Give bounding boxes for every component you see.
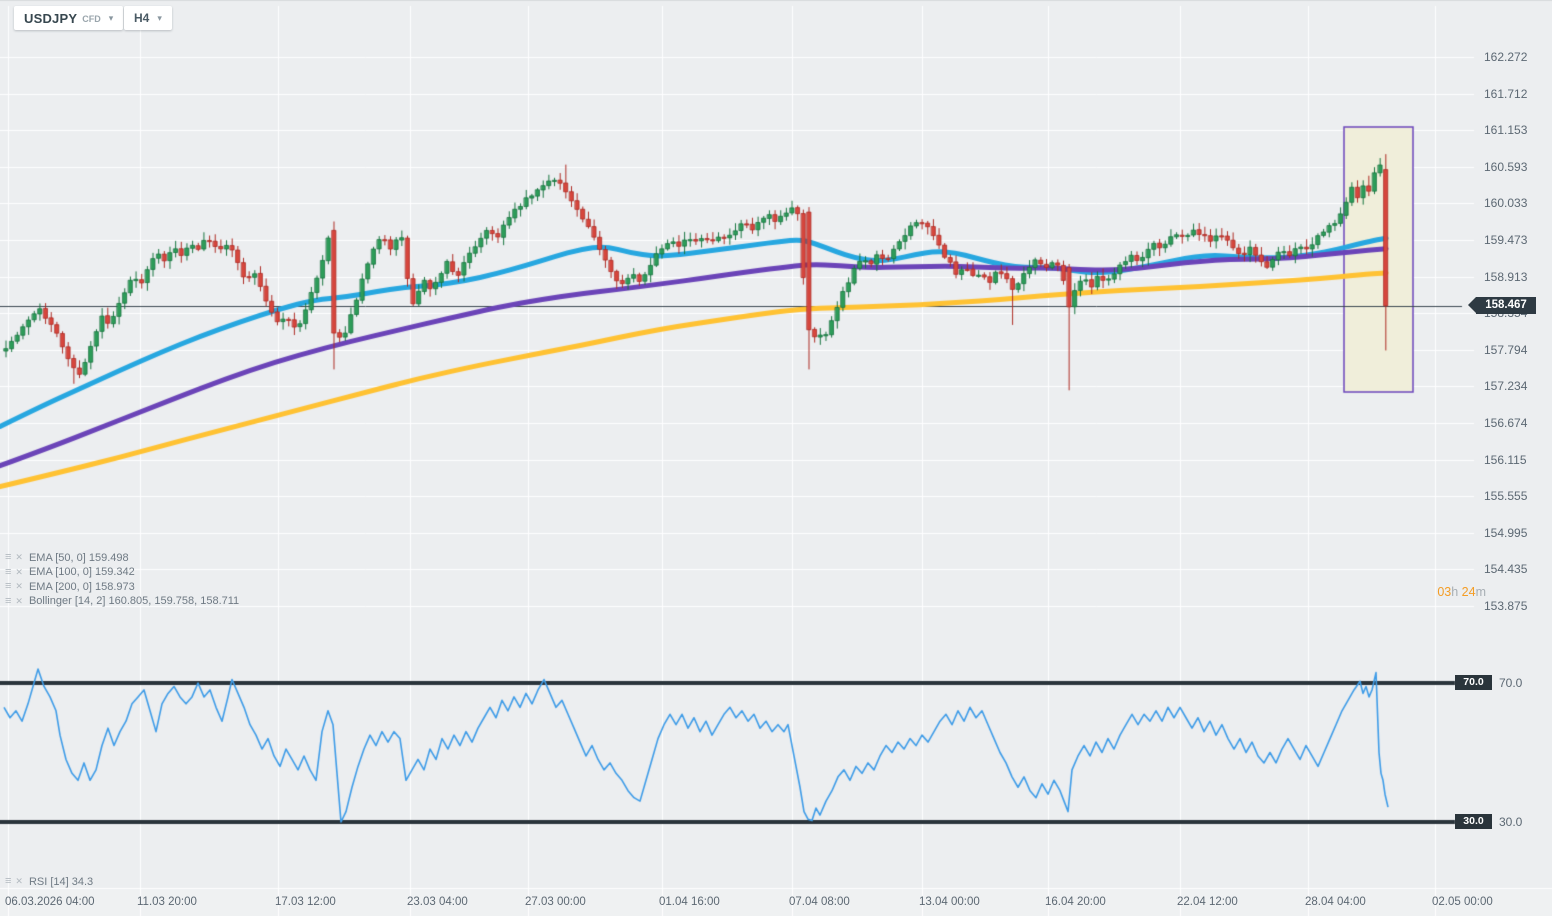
time-axis-label: 17.03 12:00 (275, 896, 336, 908)
time-axis-label: 23.03 04:00 (407, 896, 468, 908)
rsi-upper-axis-label: 70.0 (1499, 676, 1523, 690)
indicator-settings-icon[interactable]: ≡ (5, 551, 12, 563)
price-axis-label: 156.115 (1484, 452, 1527, 467)
indicator-remove-icon[interactable]: ✕ (15, 552, 23, 562)
price-axis-label: 154.995 (1484, 525, 1528, 540)
rsi-lower-axis-label: 30.0 (1499, 815, 1523, 829)
chevron-down-icon: ▾ (157, 12, 162, 23)
time-axis-label: 07.04 08:00 (789, 896, 850, 908)
chevron-down-icon: ▾ (108, 12, 114, 23)
indicator-legend-label: EMA [100, 0] 159.342 (28, 566, 135, 579)
indicator-legend-row: ≡ ✕ EMA [200, 0] 158.973 (5, 580, 135, 593)
indicator-legend-label: EMA [50, 0] 159.498 (28, 551, 129, 564)
rsi-lower-level-badge: 30.0 (1455, 814, 1492, 829)
time-axis-label: 11.03 20:00 (137, 896, 197, 908)
price-axis-label: 162.272 (1484, 50, 1528, 64)
indicator-legend-label: EMA [200, 0] 158.973 (28, 580, 135, 593)
time-axis-label: 01.04 16:00 (659, 896, 720, 908)
indicator-legend-row: ≡ ✕ EMA [50, 0] 159.498 (5, 551, 129, 564)
price-axis-label: 158.913 (1484, 269, 1528, 284)
time-axis-label: 27.03 00:00 (525, 896, 586, 908)
countdown-minutes: 24 (1458, 585, 1476, 599)
price-axis-label: 160.033 (1484, 196, 1528, 211)
candle-countdown: 03h 24m (1418, 585, 1486, 599)
indicator-remove-icon[interactable]: ✕ (15, 581, 23, 592)
indicator-settings-icon[interactable]: ≡ (5, 565, 12, 578)
indicator-legend-row: ≡ ✕ Bollinger [14, 2] 160.805, 159.758, 15… (5, 595, 239, 608)
symbol-label: USDJPY (24, 10, 78, 26)
countdown-hours-unit: h (1451, 585, 1459, 599)
time-axis-label: 16.04 20:00 (1045, 896, 1106, 908)
current-price-tag: 158.467 (1468, 297, 1536, 314)
time-axis-label: 02.05 00:00 (1432, 896, 1493, 908)
timeframe-label: H4 (134, 11, 150, 25)
indicator-settings-icon[interactable]: ≡ (5, 580, 12, 593)
price-axis-label: 161.712 (1484, 86, 1528, 101)
price-axis-label: 159.473 (1484, 233, 1528, 247)
price-axis-label: 161.153 (1484, 123, 1528, 138)
price-axis-label: 156.674 (1484, 416, 1528, 430)
time-axis-label: 13.04 00:00 (919, 896, 980, 908)
time-axis-label: 06.03.2026 04:00 (5, 896, 95, 908)
timeframe-selector[interactable]: H4 ▾ (124, 6, 172, 30)
indicator-legend-row: ≡ ✕ EMA [100, 0] 159.342 (5, 566, 135, 579)
countdown-hours: 03 (1437, 585, 1452, 599)
time-axis-label: 28.04 04:00 (1305, 896, 1366, 908)
time-axis-label: 22.04 12:00 (1177, 896, 1238, 908)
price-axis-label: 157.794 (1484, 342, 1528, 357)
symbol-selector[interactable]: USDJPY CFD ▾ (14, 6, 124, 30)
rsi-legend-row: ≡ ✕ RSI [14] 34.3 (5, 875, 93, 888)
rsi-legend-label: RSI [14] 34.3 (28, 875, 94, 888)
price-axis-label: 154.435 (1484, 562, 1528, 577)
indicator-settings-icon[interactable]: ≡ (5, 594, 12, 607)
indicator-settings-icon[interactable]: ≡ (5, 875, 12, 887)
indicator-remove-icon[interactable]: ✕ (15, 566, 23, 577)
indicator-remove-icon[interactable]: ✕ (15, 876, 23, 886)
indicator-legend-label: Bollinger [14, 2] 160.805, 159.758, 158.… (28, 595, 240, 608)
rsi-upper-level-badge: 70.0 (1455, 675, 1492, 690)
countdown-minutes-unit: m (1475, 585, 1486, 599)
price-axis-label: 160.593 (1484, 159, 1528, 174)
price-axis-label: 153.875 (1484, 599, 1528, 613)
price-axis-label: 155.555 (1484, 489, 1528, 504)
market-type-label: CFD (82, 13, 101, 24)
price-axis-label: 157.234 (1484, 379, 1528, 394)
indicator-remove-icon[interactable]: ✕ (15, 595, 23, 606)
